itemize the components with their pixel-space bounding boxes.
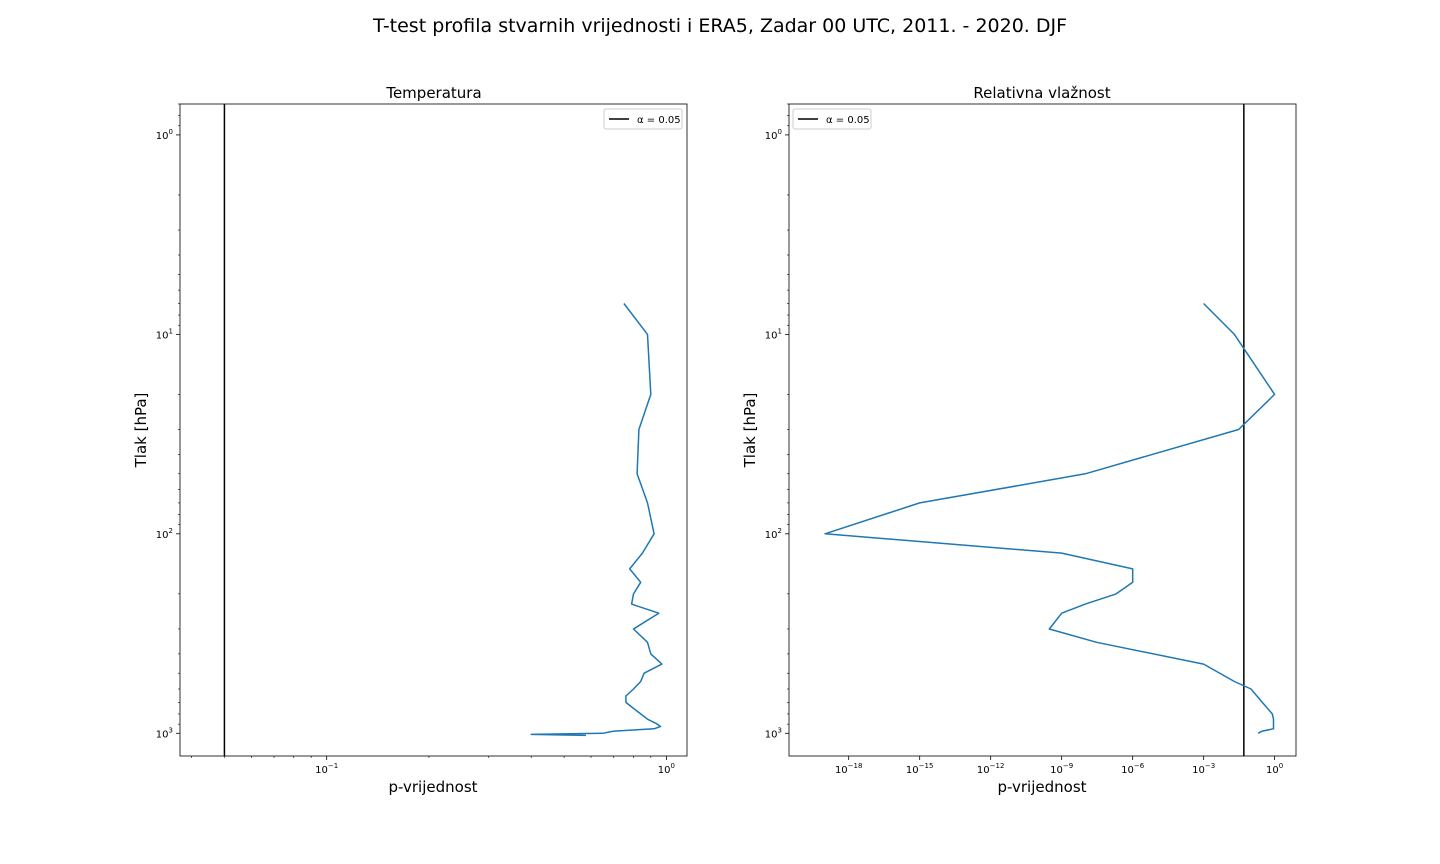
humidity-panel: Relativna vlažnost p-vrijednost Tlak [hP… — [741, 84, 1297, 796]
legend-humidity: α = 0.05 — [792, 108, 872, 130]
legend-label: α = 0.05 — [637, 115, 681, 126]
y-tick-label: 103 — [765, 726, 782, 740]
legend-label: α = 0.05 — [826, 115, 870, 126]
x-tick-label: 10−12 — [977, 762, 1005, 776]
p-value-profile-line — [530, 303, 663, 737]
p-value-profile-line — [824, 302, 1276, 734]
x-tick-label: 10−3 — [1192, 762, 1215, 776]
figure-title: T-test profila stvarnih vrijednosti i ER… — [372, 15, 1067, 37]
y-tick-label: 101 — [765, 327, 782, 341]
legend-box — [792, 108, 872, 130]
x-tick-label: 100 — [658, 762, 675, 776]
legend-temperature: α = 0.05 — [603, 108, 683, 130]
x-tick-label: 10−6 — [1121, 762, 1145, 776]
y-tick-label: 100 — [156, 128, 173, 142]
x-tick-label: 100 — [1266, 762, 1283, 776]
panel-title-temperature: Temperatura — [385, 84, 481, 102]
x-tick-label: 10−15 — [906, 762, 934, 776]
y-tick-label: 102 — [156, 527, 173, 541]
panel-title-humidity: Relativna vlažnost — [973, 84, 1110, 102]
temperature-panel: Temperatura p-vrijednost Tlak [hPa] 100 1… — [132, 84, 688, 796]
y-tick-label: 101 — [156, 327, 173, 341]
y-tick-label: 100 — [765, 128, 782, 142]
x-tick-label: 10−18 — [835, 762, 863, 776]
y-axis-label-humidity: Tlak [hPa] — [741, 393, 759, 469]
x-tick-label: 10−1 — [315, 762, 338, 776]
y-tick-label: 102 — [765, 527, 782, 541]
x-axis-label-humidity: p-vrijednost — [997, 778, 1086, 796]
plot-area-frame — [788, 103, 1297, 757]
y-axis-label-temperature: Tlak [hPa] — [132, 393, 150, 469]
x-axis-label-temperature: p-vrijednost — [388, 778, 477, 796]
y-tick-label: 103 — [156, 726, 173, 740]
plot-area-frame — [179, 103, 688, 757]
legend-box — [603, 108, 683, 130]
x-tick-label: 10−9 — [1050, 762, 1073, 776]
